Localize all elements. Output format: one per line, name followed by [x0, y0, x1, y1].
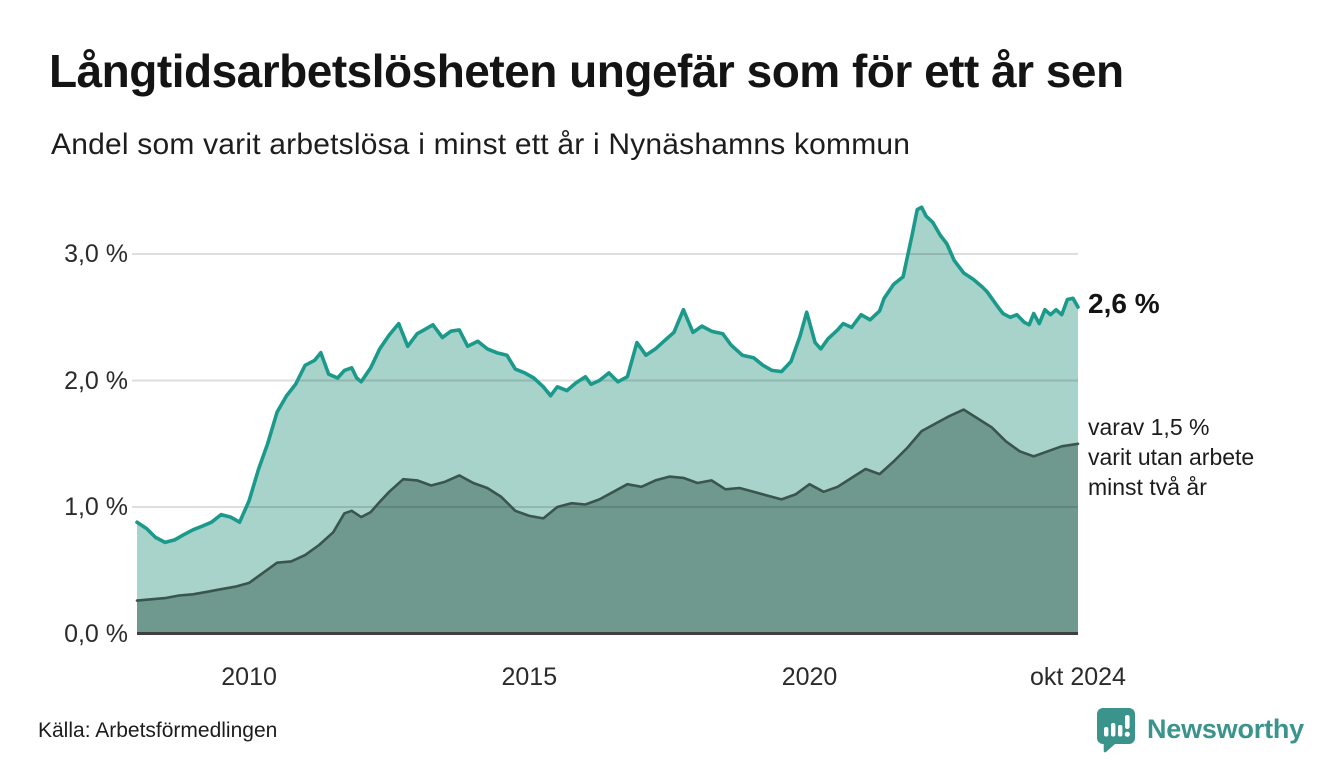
two-year-line [135, 408, 1080, 602]
x-tick-label-2015: 2015 [501, 663, 558, 691]
y-tick-label-0: 0,0 % [64, 619, 128, 648]
source-caption: Källa: Arbetsförmedlingen [38, 719, 278, 742]
two-year-annotation-line3: minst två år [1088, 473, 1207, 500]
two-year-area-fill [137, 409, 1078, 634]
two-year-annotation-line1: varav 1,5 % [1088, 413, 1210, 440]
newsworthy-wordmark: Newsworthy [1146, 714, 1304, 744]
x-tick-label-2020: 2020 [781, 663, 838, 691]
x-tick-label-2010: 2010 [221, 663, 277, 691]
newsworthy-logo: Newsworthy [1095, 706, 1304, 753]
page-title: Långtidsarbetslösheten ungefär som för e… [49, 45, 1124, 97]
y-tick-label-2: 2,0 % [64, 366, 128, 395]
total-line [135, 205, 1080, 545]
two-year-annotation: varav 1,5 % varit utan arbete minst två … [1088, 412, 1254, 502]
y-tick-label-3: 3,0 % [64, 240, 128, 268]
two-year-annotation-line2: varit utan arbete [1088, 443, 1255, 470]
latest-value-label: 2,6 % [1088, 287, 1160, 319]
page-subtitle: Andel som varit arbetslösa i minst ett å… [51, 128, 911, 161]
bar-chart-speech-bubble-icon [1096, 708, 1135, 753]
y-tick-label-1: 1,0 % [64, 493, 128, 521]
x-tick-label-okt-2024: okt 2024 [1030, 663, 1126, 691]
